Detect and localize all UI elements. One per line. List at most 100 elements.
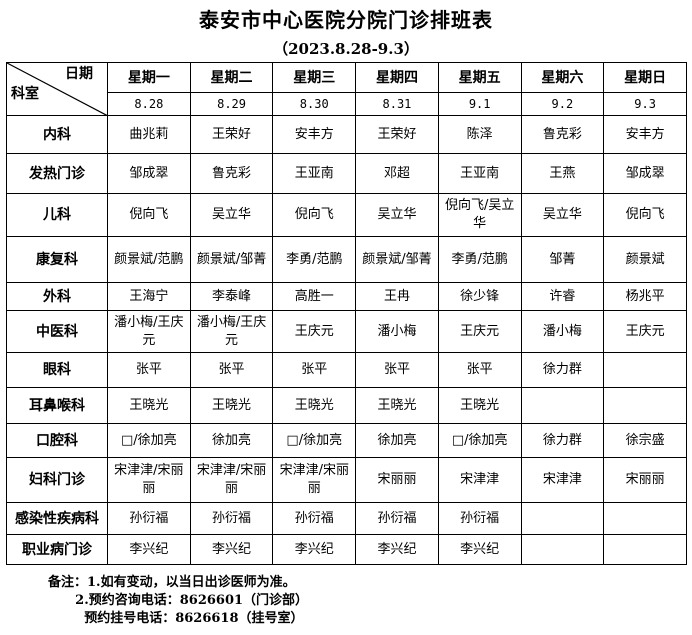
doctor-cell: 孙衍福 (437, 502, 522, 535)
date-header: 8.31 (355, 92, 439, 116)
doctor-cell: 吴立华 (520, 193, 605, 237)
doctor-cell: 鲁克彩 (189, 153, 274, 194)
doctor-cell: 曲兆莉 (107, 115, 191, 154)
doctor-cell: 王庆元 (437, 310, 522, 353)
doctor-cell: 张平 (437, 352, 522, 388)
table-row: 康复科 颜景斌/范鹏 颜景斌/邹菁 李勇/范鹏 颜景斌/邹菁 李勇/范鹏 邹菁 颜景斌 (6, 236, 687, 283)
doctor-cell: 李兴纪 (107, 534, 191, 565)
doctor-cell: 倪向飞 (603, 193, 687, 237)
table-row: 眼科 张平 张平 张平 张平 张平 徐力群 (6, 352, 687, 388)
doctor-cell: □/徐加亮 (107, 423, 191, 458)
doctor-cell: 邹成翠 (603, 153, 687, 194)
doctor-cell: 王燕 (520, 153, 605, 194)
doctor-cell: 王荣好 (189, 115, 274, 154)
doctor-cell: 王亚南 (272, 153, 357, 194)
doctor-cell: 安丰方 (603, 115, 687, 154)
doctor-cell (520, 502, 605, 535)
department-cell: 职业病门诊 (6, 534, 108, 565)
doctor-cell: 宋津津 (520, 457, 605, 503)
table-row: 妇科门诊 宋津津/宋丽丽 宋津津/宋丽丽 宋津津/宋丽丽 宋丽丽 宋津津 宋津津 宋丽丽 (6, 457, 687, 503)
department-cell: 妇科门诊 (6, 457, 108, 503)
doctor-cell: 孙衍福 (355, 502, 439, 535)
doctor-cell: 李兴纪 (272, 534, 357, 565)
department-cell: 外科 (6, 282, 108, 311)
doctor-cell: 李兴纪 (355, 534, 439, 565)
weekday-header: 星期二 (189, 62, 274, 93)
doctor-cell: 颜景斌/邹菁 (355, 236, 439, 283)
doctor-cell (603, 387, 687, 424)
doctor-cell: 徐加亮 (355, 423, 439, 458)
doctor-cell: 王荣好 (355, 115, 439, 154)
corner-date-label: 日期 (65, 66, 93, 82)
date-header: 8.28 (107, 92, 191, 116)
table-row: 外科 王海宁 李泰峰 高胜一 王冉 徐少锋 许睿 杨兆平 (6, 282, 687, 311)
doctor-cell: 李勇/范鹏 (437, 236, 522, 283)
doctor-cell: 邹菁 (520, 236, 605, 283)
doctor-cell: 邓超 (355, 153, 439, 194)
schedule-table: 日期 科室 星期一 星期二 星期三 星期四 星期五 星期六 星期日 8.28 8.29 8.30 8.3… (6, 62, 687, 565)
doctor-cell: 颜景斌/邹菁 (189, 236, 274, 283)
diagonal-line (7, 63, 107, 115)
department-cell: 中医科 (6, 310, 108, 353)
table-row: 内科 曲兆莉 王荣好 安丰方 王荣好 陈泽 鲁克彩 安丰方 (6, 115, 687, 154)
table-row: 发热门诊 邹成翠 鲁克彩 王亚南 邓超 王亚南 王燕 邹成翠 (6, 153, 687, 194)
doctor-cell: 吴立华 (355, 193, 439, 237)
department-cell: 儿科 (6, 193, 108, 237)
doctor-cell: 宋丽丽 (603, 457, 687, 503)
weekday-header: 星期四 (355, 62, 439, 93)
doctor-cell: □/徐加亮 (437, 423, 522, 458)
doctor-cell (520, 534, 605, 565)
table-row: 职业病门诊 李兴纪 李兴纪 李兴纪 李兴纪 李兴纪 (6, 534, 687, 565)
doctor-cell: 李泰峰 (189, 282, 274, 311)
doctor-cell (603, 502, 687, 535)
department-cell: 发热门诊 (6, 153, 108, 194)
doctor-cell: 王庆元 (603, 310, 687, 353)
doctor-cell: 吴立华 (189, 193, 274, 237)
notes: 备注：1.如有变动，以当日出诊医师为准。 2.预约咨询电话：8626601（门诊… (48, 574, 308, 628)
doctor-cell: 张平 (189, 352, 274, 388)
doctor-cell: 李兴纪 (189, 534, 274, 565)
doctor-cell: 颜景斌 (603, 236, 687, 283)
doctor-cell: 李勇/范鹏 (272, 236, 357, 283)
doctor-cell: 王晓光 (437, 387, 522, 424)
department-cell: 口腔科 (6, 423, 108, 458)
table-row: 中医科 潘小梅/王庆元 潘小梅/王庆元 王庆元 潘小梅 王庆元 潘小梅 王庆元 (6, 310, 687, 353)
doctor-cell: 倪向飞/吴立华 (437, 193, 522, 237)
doctor-cell: 徐力群 (520, 352, 605, 388)
doctor-cell: 王晓光 (107, 387, 191, 424)
doctor-cell: 宋津津/宋丽丽 (189, 457, 274, 503)
doctor-cell: 徐加亮 (189, 423, 274, 458)
note-line: 预约挂号电话：8626618（挂号室） (48, 611, 304, 626)
doctor-cell: 鲁克彩 (520, 115, 605, 154)
department-cell: 眼科 (6, 352, 108, 388)
date-header: 9.2 (520, 92, 605, 116)
header-corner: 日期科室 (6, 62, 108, 116)
doctor-cell: 徐宗盛 (603, 423, 687, 458)
doctor-cell: 宋津津 (437, 457, 522, 503)
doctor-cell: 潘小梅 (520, 310, 605, 353)
doctor-cell: 宋津津/宋丽丽 (107, 457, 191, 503)
table-row: 口腔科 □/徐加亮 徐加亮 □/徐加亮 徐加亮 □/徐加亮 徐力群 徐宗盛 (6, 423, 687, 458)
page-title: 泰安市中心医院分院门诊排班表 (199, 8, 493, 32)
corner-dept-label: 科室 (11, 86, 39, 102)
doctor-cell: 高胜一 (272, 282, 357, 311)
table-row: 耳鼻喉科 王晓光 王晓光 王晓光 王晓光 王晓光 (6, 387, 687, 424)
doctor-cell: 徐力群 (520, 423, 605, 458)
doctor-cell: 颜景斌/范鹏 (107, 236, 191, 283)
date-header: 9.3 (603, 92, 687, 116)
weekday-header: 星期三 (272, 62, 357, 93)
department-cell: 康复科 (6, 236, 108, 283)
doctor-cell: 张平 (355, 352, 439, 388)
doctor-cell: 陈泽 (437, 115, 522, 154)
doctor-cell: 孙衍福 (107, 502, 191, 535)
date-header: 8.29 (189, 92, 274, 116)
doctor-cell: 邹成翠 (107, 153, 191, 194)
doctor-cell: 杨兆平 (603, 282, 687, 311)
doctor-cell: 宋丽丽 (355, 457, 439, 503)
department-cell: 内科 (6, 115, 108, 154)
doctor-cell: 倪向飞 (107, 193, 191, 237)
doctor-cell: 王冉 (355, 282, 439, 311)
note-line: 备注：1.如有变动，以当日出诊医师为准。 (48, 575, 296, 590)
doctor-cell: 王晓光 (272, 387, 357, 424)
department-cell: 耳鼻喉科 (6, 387, 108, 424)
